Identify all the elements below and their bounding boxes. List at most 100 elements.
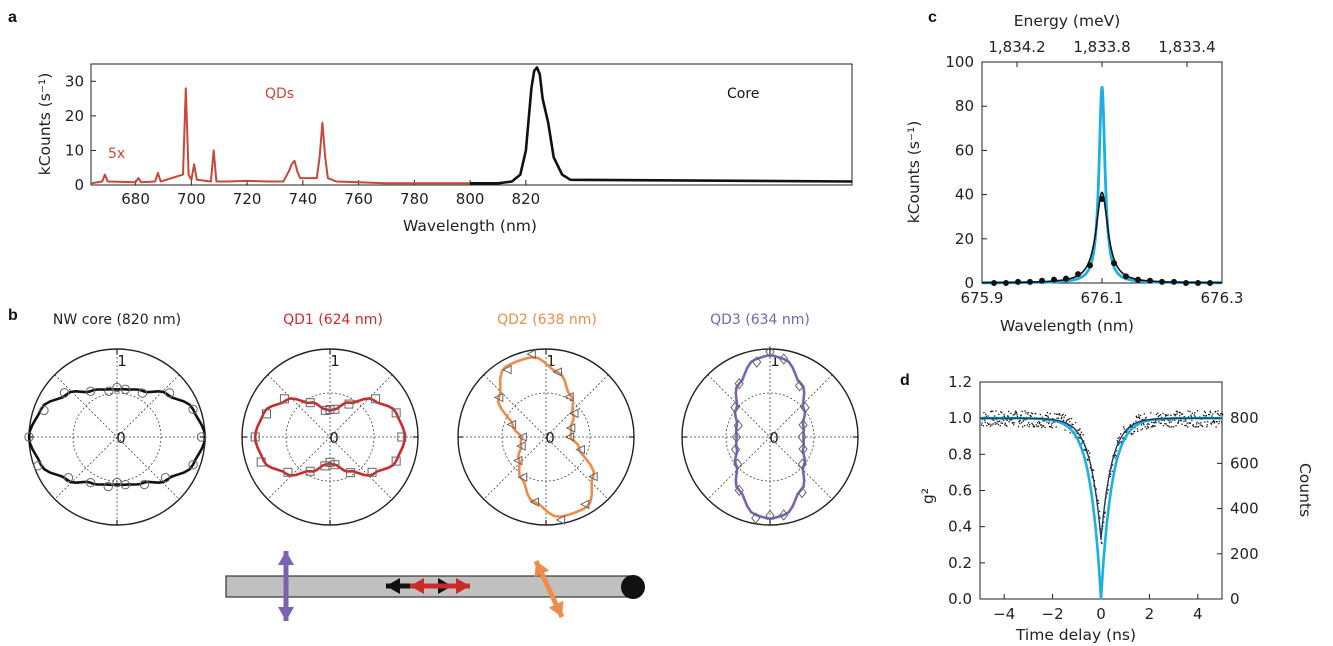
panel-d-data-point	[1174, 415, 1176, 417]
polar-data-point	[734, 484, 744, 497]
panel-d-data-point	[1042, 425, 1044, 427]
polar-data-point	[493, 392, 504, 403]
panel-c-ytick-label: 80	[955, 97, 974, 115]
panel-d-data-point	[1154, 425, 1156, 427]
panel-d-data-point	[1114, 454, 1117, 456]
panel-d-data-point	[1129, 424, 1131, 426]
panel-d-data-point	[1049, 413, 1051, 415]
panel-d-data-point	[1130, 432, 1132, 435]
panel-d-data-point	[1144, 418, 1146, 421]
panel-d-data-point	[1012, 422, 1014, 424]
panel-d-data-point	[985, 413, 987, 415]
panel-d-data-point	[1118, 442, 1121, 444]
panel-d-data-point	[1187, 410, 1189, 412]
polar-r-label: 1	[330, 352, 340, 370]
panel-d-data-point	[1072, 423, 1074, 426]
panel-a-xtick-label: 780	[400, 190, 429, 208]
panel-d-data-point	[1016, 415, 1019, 418]
panel-d-data-point	[1023, 419, 1025, 421]
panel-d-data-point	[1198, 422, 1200, 424]
panel-c-spectrum: Energy (meV) Wavelength (nm) kCounts (s⁻…	[905, 12, 1243, 335]
panel-d-data-point	[1154, 420, 1157, 422]
panel-d-data-point	[1018, 420, 1021, 422]
panel-d-xtick-label: 0	[1096, 605, 1106, 623]
panel-d-data-point	[1193, 414, 1195, 416]
panel-c-ytick-label: 60	[955, 141, 974, 159]
panel-d-data-point	[1069, 432, 1071, 434]
panel-d-data-point	[1062, 419, 1065, 421]
panel-d-data-point	[1068, 424, 1070, 427]
panel-d-data-point	[1028, 423, 1031, 426]
polar-spoke	[707, 374, 833, 500]
panel-a-spectrum: Wavelength (nm) kCounts (s⁻¹) QDs Core 5…	[36, 63, 853, 235]
panel-d-data-point	[1131, 433, 1133, 436]
panel-d-data-point	[1118, 436, 1120, 438]
polar-data-point	[279, 394, 289, 404]
polar-data-point	[330, 460, 340, 470]
panel-d-data-point	[1165, 415, 1167, 417]
panel-d-data-point	[1138, 416, 1140, 418]
panel-d-data-point	[1159, 422, 1161, 425]
polar-data-point	[517, 432, 527, 442]
panel-d-data-point	[1083, 449, 1086, 451]
panel-d-data-point	[1015, 412, 1018, 414]
panel-a-ylabel: kCounts (s⁻¹)	[36, 73, 54, 176]
polar-data-point	[575, 444, 585, 455]
panel-d-data-point	[983, 412, 985, 414]
panel-d-data-point	[989, 425, 992, 427]
panel-d-data-point	[1038, 420, 1040, 423]
panel-d-data-point	[1006, 425, 1008, 427]
panel-d-data-point	[1120, 441, 1122, 443]
panel-d-data-point	[1206, 426, 1208, 428]
panel-a-ytick-label: 0	[74, 176, 84, 194]
panel-c-data-point	[991, 280, 997, 286]
panel-d-data-point	[1031, 412, 1034, 415]
panel-c-data-point	[1207, 280, 1213, 286]
panel-c-data-point	[1075, 271, 1081, 278]
panel-d-data-point	[1116, 450, 1118, 452]
panel-d-data-point	[1098, 510, 1101, 513]
panel-d-data-point	[1026, 424, 1028, 426]
panel-d-data-point	[1162, 424, 1165, 427]
panel-d-data-point	[1046, 421, 1048, 423]
panel-d-data-point	[1013, 421, 1015, 424]
panel-d-data-point	[1092, 469, 1095, 472]
panel-d-data-point	[1033, 426, 1035, 428]
polar-data-point	[85, 478, 96, 488]
panel-d-data-point	[1037, 425, 1040, 427]
panel-d-data-point	[1204, 421, 1206, 423]
panel-d-data-point	[987, 415, 989, 417]
panel-d-right-tick-label: 400	[1230, 500, 1259, 518]
polar-data-point	[160, 473, 171, 483]
polar-title-qd3: QD3 (634 nm)	[710, 312, 810, 328]
panel-d-data-point	[1109, 475, 1111, 478]
panel-d-data-point	[1170, 421, 1173, 423]
panel-d-data-point	[1185, 424, 1187, 427]
panel-d-data-point	[1167, 414, 1169, 416]
panel-d-data-point	[1201, 424, 1203, 427]
panel-d-data-point	[1061, 416, 1063, 418]
panel-d-data-point	[1153, 425, 1155, 427]
panel-d-data-point	[1148, 423, 1150, 425]
panel-d-ytick-label: 0.4	[948, 518, 972, 536]
panel-d-data-point	[1163, 419, 1166, 422]
panel-d-data-point	[1042, 420, 1044, 422]
panel-d-data-point	[1151, 426, 1153, 428]
panel-d-data-point	[1045, 415, 1048, 417]
panel-d-data-point	[1123, 428, 1125, 430]
panel-d-data-point	[1050, 424, 1053, 426]
panel-d-data-point	[1199, 424, 1201, 426]
panel-d-data-point	[993, 415, 996, 417]
panel-d-data-point	[1222, 414, 1224, 416]
panel-d-data-point	[1116, 440, 1118, 442]
annotation-5x: 5x	[108, 146, 125, 162]
panel-c-ytick-label: 0	[964, 274, 974, 292]
panel-d-data-point	[1060, 417, 1062, 420]
panel-d-data-point	[1181, 413, 1184, 415]
panel-d-data-point	[1164, 413, 1166, 416]
panel-d-data-point	[1005, 418, 1007, 421]
panel-d-data-point	[1014, 410, 1017, 412]
polar-data-point	[730, 443, 741, 456]
polar-r-label: 0	[329, 429, 339, 447]
panel-d-data-point	[1137, 416, 1139, 419]
